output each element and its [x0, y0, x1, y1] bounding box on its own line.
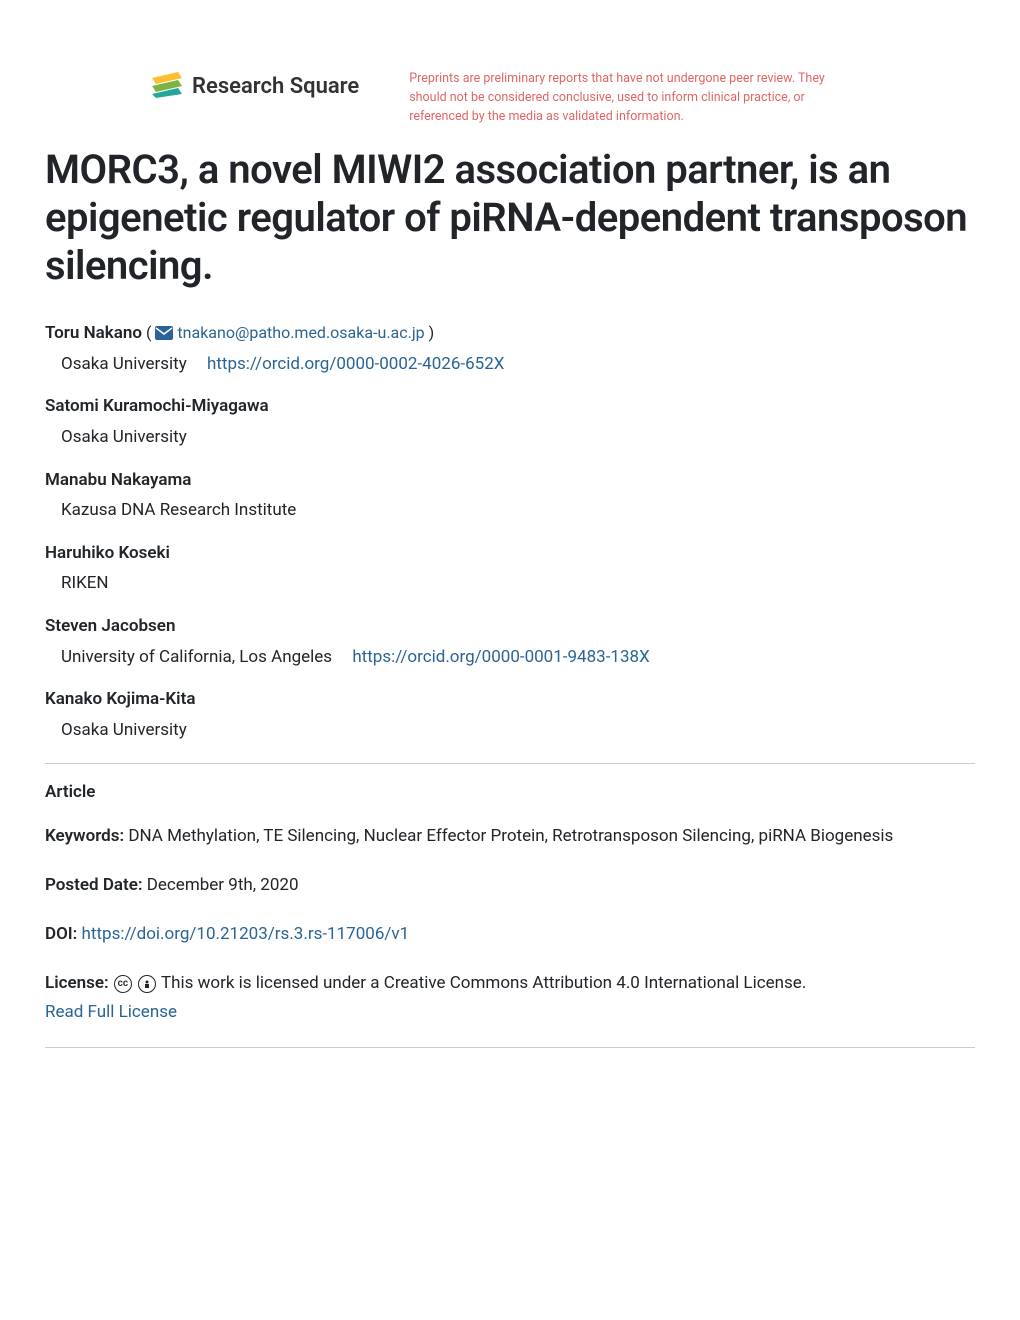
- author-name: Kanako Kojima-Kita: [45, 684, 975, 715]
- article-type: Article: [45, 782, 975, 802]
- divider: [45, 1047, 975, 1048]
- posted-date-line: Posted Date: December 9th, 2020: [45, 871, 975, 900]
- author-affiliation: RIKEN: [45, 568, 975, 599]
- author-item: Toru Nakano ( tnakano@patho.med.osaka-u.…: [45, 318, 975, 379]
- author-name: Steven Jacobsen: [45, 611, 975, 642]
- logo-text: Research Square: [192, 74, 359, 99]
- author-affiliation: University of California, Los Angeles: [61, 647, 332, 667]
- author-name: Haruhiko Koseki: [45, 538, 975, 569]
- doi-link[interactable]: https://doi.org/10.21203/rs.3.rs-117006/…: [82, 924, 410, 944]
- email-wrapper: ( tnakano@patho.med.osaka-u.ac.jp ): [146, 323, 434, 342]
- orcid-link[interactable]: https://orcid.org/0000-0001-9483-138X: [352, 647, 649, 667]
- author-item: Steven Jacobsen University of California…: [45, 611, 975, 672]
- posted-date-text: December 9th, 2020: [147, 875, 299, 895]
- header: Research Square Preprints are preliminar…: [45, 70, 975, 126]
- license-line: License: cc This work is licensed under …: [45, 969, 975, 1027]
- cc-icon: cc: [114, 975, 132, 993]
- author-affiliation: Osaka University: [61, 354, 187, 374]
- paper-title: MORC3, a novel MIWI2 association partner…: [45, 146, 975, 290]
- author-name: Manabu Nakayama: [45, 465, 975, 496]
- divider: [45, 763, 975, 764]
- keywords-text: DNA Methylation, TE Silencing, Nuclear E…: [128, 826, 893, 846]
- license-link[interactable]: Read Full License: [45, 1002, 177, 1022]
- author-item: Kanako Kojima-Kita Osaka University: [45, 684, 975, 745]
- by-icon: [138, 975, 156, 993]
- authors-list: Toru Nakano ( tnakano@patho.med.osaka-u.…: [45, 318, 975, 745]
- disclaimer-text: Preprints are preliminary reports that h…: [409, 70, 859, 126]
- orcid-link[interactable]: https://orcid.org/0000-0002-4026-652X: [207, 354, 504, 374]
- author-email-link[interactable]: tnakano@patho.med.osaka-u.ac.jp: [177, 323, 424, 342]
- doi-line: DOI: https://doi.org/10.21203/rs.3.rs-11…: [45, 920, 975, 949]
- email-icon: [155, 325, 173, 344]
- author-affiliation: Osaka University: [45, 715, 975, 746]
- posted-date-label: Posted Date:: [45, 875, 143, 895]
- license-label: License:: [45, 973, 109, 993]
- author-item: Satomi Kuramochi-Miyagawa Osaka Universi…: [45, 391, 975, 452]
- license-text: This work is licensed under a Creative C…: [161, 973, 806, 993]
- keywords-line: Keywords: DNA Methylation, TE Silencing,…: [45, 822, 975, 851]
- author-item: Haruhiko Koseki RIKEN: [45, 538, 975, 599]
- author-name: Satomi Kuramochi-Miyagawa: [45, 391, 975, 422]
- logo: Research Square: [45, 70, 359, 102]
- doi-label: DOI:: [45, 924, 77, 944]
- author-affiliation: Kazusa DNA Research Institute: [45, 495, 975, 526]
- author-item: Manabu Nakayama Kazusa DNA Research Inst…: [45, 465, 975, 526]
- keywords-label: Keywords:: [45, 826, 124, 846]
- author-name: Toru Nakano: [45, 323, 142, 343]
- logo-icon: [150, 70, 182, 102]
- author-affiliation: Osaka University: [45, 422, 975, 453]
